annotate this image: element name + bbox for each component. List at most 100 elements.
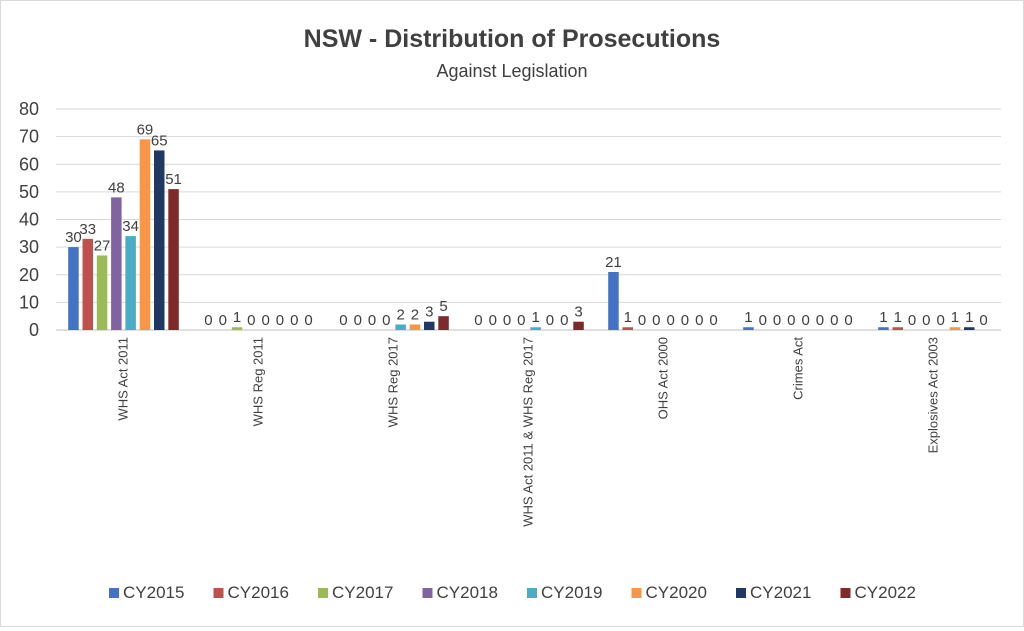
x-category-label: Explosives Act 2003 [926,337,941,453]
bar [949,327,961,330]
legend-label: CY2018 [437,583,498,602]
bar [622,327,633,330]
bar [168,189,179,330]
data-label: 1 [894,309,902,326]
data-label: 0 [382,312,390,329]
data-label: 0 [908,312,916,329]
data-label: 0 [681,312,689,329]
legend-label: CY2017 [332,583,393,602]
legend-swatch [318,588,328,598]
x-axis-categories: WHS Act 2011 WHS Reg 2011 WHS Reg 2017 WHS … [116,337,941,527]
data-label: 0 [801,312,809,329]
bar [964,327,975,330]
y-axis-ticks: 0 10 20 30 40 50 60 70 80 [19,99,39,340]
data-label: 2 [411,306,419,323]
data-label: 0 [503,312,511,329]
data-label: 0 [787,312,795,329]
gridlines [56,108,1001,331]
data-label: 2 [396,306,404,323]
legend-swatch [109,588,119,598]
legend-swatch [631,588,642,598]
bar [82,238,93,330]
data-label: 65 [151,132,168,149]
data-label: 0 [290,312,298,329]
x-category-label: WHS Reg 2011 [251,337,266,426]
x-category-label: WHS Act 2011 [116,337,131,421]
legend-label: CY2022 [855,583,916,602]
x-category-label: WHS Reg 2017 [386,337,401,427]
legend-swatch [840,588,851,598]
data-label: 0 [368,312,376,329]
data-label: 0 [652,312,660,329]
legend-label: CY2019 [541,583,602,602]
y-tick-label: 50 [19,182,39,202]
y-tick-label: 40 [19,210,39,230]
data-label: 34 [122,218,139,235]
data-label: 0 [695,312,703,329]
x-category-label: WHS Act 2011 & WHS Reg 2017 [521,337,536,527]
data-label: 1 [531,309,539,326]
legend-label: CY2020 [646,583,707,602]
y-tick-label: 70 [19,127,39,147]
data-label: 0 [922,312,930,329]
x-category-label: OHS Act 2000 [656,337,671,419]
data-label: 0 [709,312,717,329]
y-tick-label: 30 [19,237,39,257]
data-label: 0 [304,312,312,329]
data-label: 0 [830,312,838,329]
data-label: 51 [165,171,182,188]
bar [111,197,122,330]
data-label: 1 [879,309,887,326]
data-label: 3 [425,304,433,321]
data-label: 0 [339,312,347,329]
data-label: 33 [79,221,96,238]
data-label: 27 [94,237,111,254]
data-label: 0 [261,312,269,329]
data-label: 69 [137,121,154,138]
data-label: 0 [489,312,497,329]
legend-swatch [527,588,537,598]
data-label: 21 [605,254,622,271]
data-label: 0 [276,312,284,329]
y-tick-label: 80 [19,99,39,119]
data-label: 1 [624,309,632,326]
data-label: 0 [638,312,646,329]
bar [231,327,243,330]
legend-swatch [213,588,224,598]
y-tick-label: 10 [19,292,39,312]
bar [530,327,541,330]
bars [68,139,975,330]
data-label: 0 [816,312,824,329]
bar [409,324,421,330]
legend: CY2015 CY2016 CY2017 CY2018 CY2019 CY2020 CY20… [109,583,916,602]
data-label: 1 [951,309,959,326]
data-label: 0 [474,312,482,329]
bar [573,321,584,330]
data-label: 0 [546,312,554,329]
data-label: 1 [233,309,241,326]
bar [438,316,449,330]
data-label: 1 [965,309,973,326]
legend-label: CY2021 [750,583,811,602]
data-label: 3 [574,304,582,321]
bar [743,327,754,330]
data-label: 0 [219,312,227,329]
data-label: 0 [560,312,568,329]
data-label: 5 [439,298,447,315]
legend-label: CY2016 [228,583,289,602]
bar [96,255,108,330]
data-label: 0 [247,312,255,329]
chart-subtitle: Against Legislation [436,61,587,81]
bar [608,271,619,330]
data-label: 1 [744,309,752,326]
data-label: 0 [844,312,852,329]
bar [395,324,406,330]
data-label: 48 [108,179,125,196]
bar [154,150,165,330]
data-label: 30 [65,229,82,246]
bar [125,236,136,330]
bar [878,327,889,330]
